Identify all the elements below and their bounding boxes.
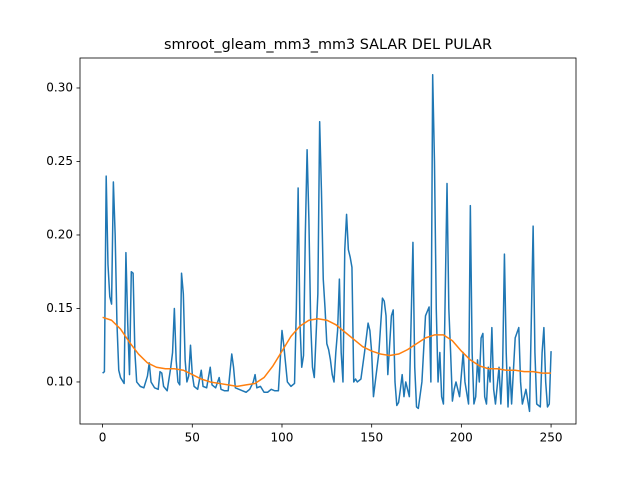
x-tick-label: 50 <box>185 431 200 445</box>
x-tick-label: 150 <box>360 431 383 445</box>
y-tick-label: 0.15 <box>46 301 73 315</box>
chart-title: smroot_gleam_mm3_mm3 SALAR DEL PULAR <box>164 37 492 53</box>
y-tick-label: 0.20 <box>46 227 73 241</box>
x-tick-label: 100 <box>271 431 294 445</box>
x-tick-label: 0 <box>99 431 107 445</box>
series-line <box>102 74 552 413</box>
y-tick-label: 0.25 <box>46 154 73 168</box>
series-line <box>102 316 552 388</box>
axes-frame <box>79 57 577 425</box>
x-tick-label: 250 <box>540 431 563 445</box>
y-tick-label: 0.30 <box>46 80 73 94</box>
y-tick-label: 0.10 <box>46 374 73 388</box>
x-tick-label: 200 <box>450 431 473 445</box>
